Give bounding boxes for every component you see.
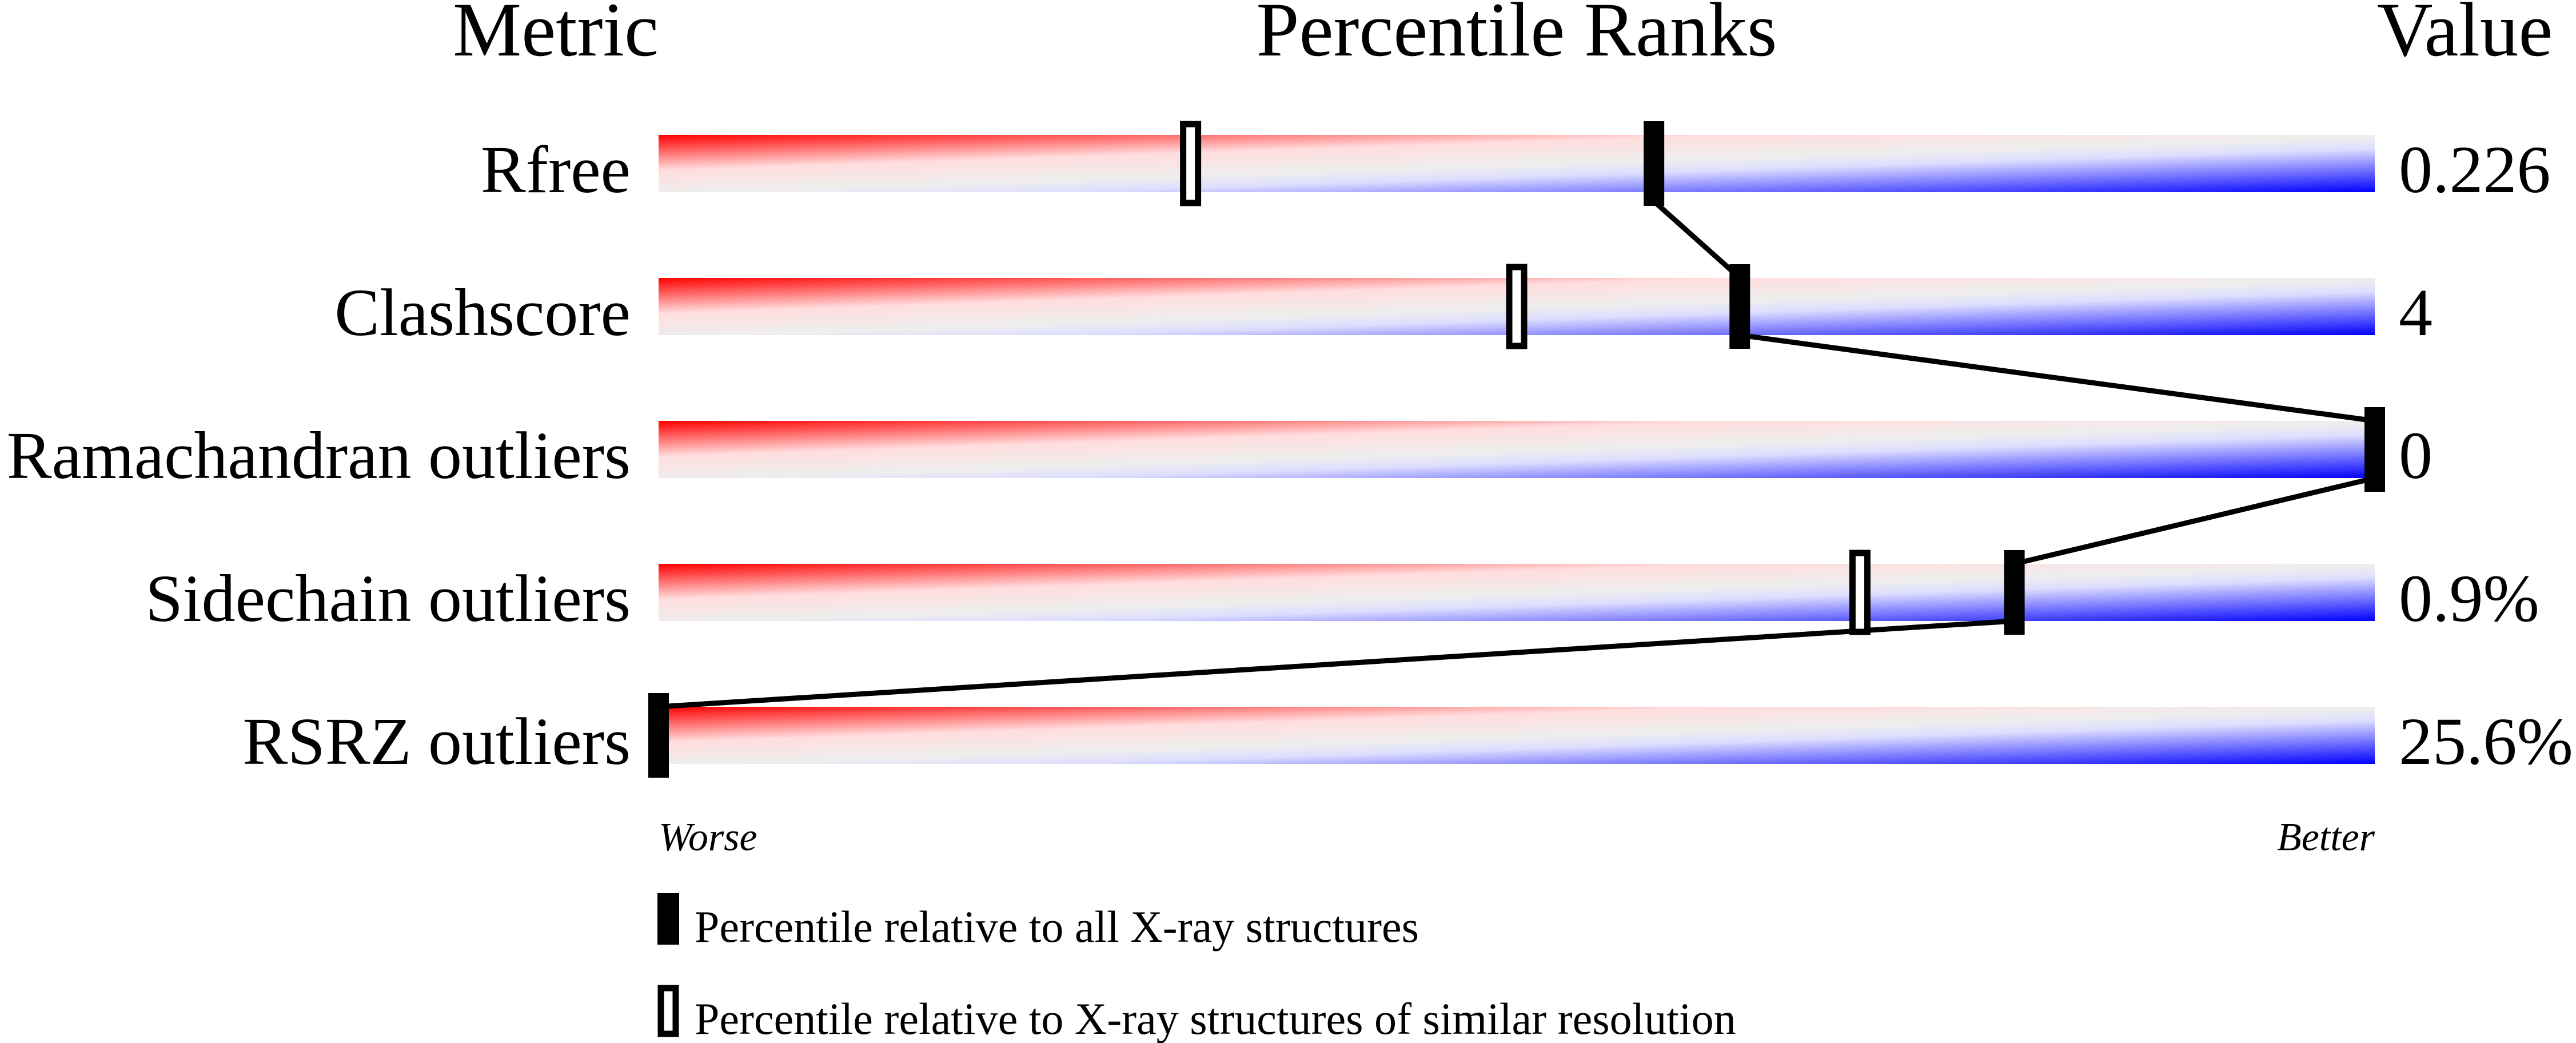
metric-value: 0.9% [2399, 561, 2539, 636]
legend-open-marker [657, 985, 679, 1037]
metric-label: Rfree [481, 132, 631, 207]
header-percentile-ranks: Percentile Ranks [1257, 0, 1777, 73]
header-value: Value [2377, 0, 2553, 73]
connector-line [1739, 332, 2375, 424]
legend-label-similar: Percentile relative to X-ray structures … [695, 994, 1736, 1043]
marker-all-structures [2004, 550, 2025, 635]
axis-label-better: Better [2277, 815, 2375, 859]
legend-filled-marker [657, 893, 679, 945]
axis-label-worse: Worse [659, 815, 757, 859]
percentile-bar [659, 421, 2375, 478]
legend-label-all: Percentile relative to all X-ray structu… [695, 902, 1419, 952]
metric-value: 0.226 [2399, 132, 2551, 207]
marker-similar-resolution [1849, 550, 1871, 635]
marker-all-structures [1729, 264, 1750, 349]
marker-all-structures [648, 693, 669, 778]
connector-line [658, 618, 2015, 710]
metric-value: 25.6% [2399, 704, 2573, 779]
marker-all-structures [1644, 121, 1665, 206]
marker-similar-resolution [1506, 264, 1528, 349]
metric-label: RSRZ outliers [242, 704, 631, 779]
percentile-bar [659, 707, 2375, 764]
metric-value: 4 [2399, 275, 2433, 350]
connector-line [1652, 199, 1742, 280]
percentile-bar [659, 564, 2375, 621]
metric-label: Ramachandran outliers [7, 418, 631, 493]
metric-value: 0 [2399, 418, 2433, 493]
marker-all-structures [2364, 407, 2385, 492]
metric-label: Clashscore [334, 275, 631, 350]
metric-label: Sidechain outliers [145, 561, 631, 636]
connector-line [2013, 475, 2376, 567]
marker-similar-resolution [1180, 121, 1202, 206]
header-metric: Metric [453, 0, 659, 73]
percentile-bar [659, 135, 2375, 192]
